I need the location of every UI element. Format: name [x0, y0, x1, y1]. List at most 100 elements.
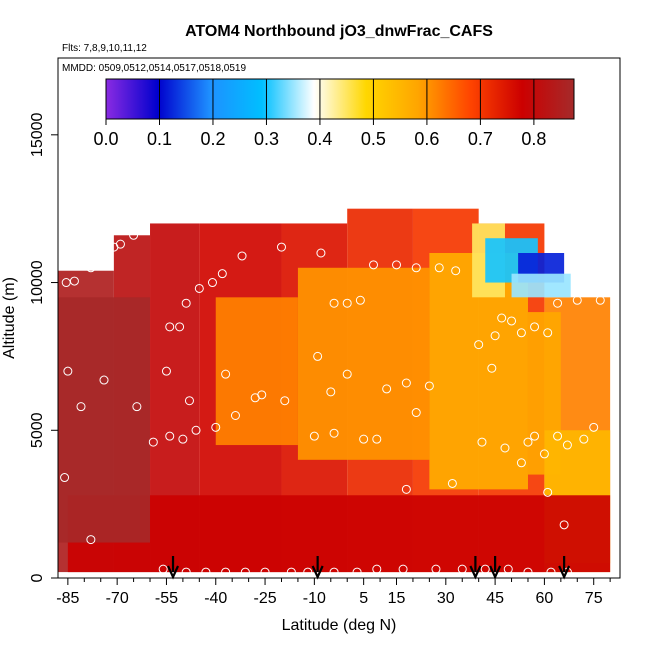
x-tick-label: 15: [388, 590, 406, 607]
data-point: [398, 564, 408, 574]
data-point: [148, 437, 158, 447]
data-point: [96, 257, 106, 267]
y-tick-label: 5000: [29, 412, 46, 448]
data-point: [457, 564, 467, 574]
data-point: [237, 251, 247, 261]
data-point: [76, 402, 86, 412]
data-point: [516, 458, 526, 468]
x-tick-label: 45: [486, 590, 504, 607]
data-point: [447, 478, 457, 488]
colorbar-tick-label: 0.8: [521, 129, 546, 149]
heatmap-cell: [67, 495, 611, 573]
data-point: [490, 331, 500, 341]
chart-title: ATOM4 Northbound jO3_dnwFrac_CAFS: [185, 23, 493, 40]
data-point: [178, 434, 188, 444]
data-point: [158, 564, 168, 574]
data-point: [530, 322, 540, 332]
data-point: [303, 567, 313, 577]
y-axis-label: Altitude (m): [1, 277, 18, 359]
data-point: [477, 437, 487, 447]
flight-arrow-layer: [167, 556, 571, 580]
data-point: [392, 260, 402, 270]
data-point: [99, 375, 109, 385]
data-point: [313, 351, 323, 361]
x-axis-label: Latitude (deg N): [282, 617, 397, 634]
data-point: [329, 567, 339, 577]
colorbar-tick-label: 0.7: [468, 129, 493, 149]
data-point: [184, 396, 194, 406]
heatmap-cell: [58, 297, 151, 543]
data-point: [129, 230, 139, 240]
data-point: [480, 564, 490, 574]
flight-arrow: [489, 556, 502, 580]
colorbar: 0.0 0.1 0.2 0.3 0.4 0.5 0.6 0.7 0.8: [93, 78, 575, 149]
y-tick-label: 10000: [29, 260, 46, 305]
colorbar-tick-label: 0.4: [307, 129, 332, 149]
data-point: [487, 363, 497, 373]
data-point: [411, 263, 421, 273]
data-point: [352, 567, 362, 577]
data-point: [230, 411, 240, 420]
data-point: [60, 473, 70, 483]
flight-arrow: [558, 556, 571, 580]
data-point: [276, 242, 286, 252]
data-point: [250, 393, 260, 403]
data-point: [401, 484, 411, 494]
data-point: [63, 366, 73, 376]
data-point: [372, 434, 382, 444]
data-point: [86, 263, 96, 273]
data-point: [401, 378, 411, 388]
data-point: [543, 487, 553, 497]
data-point: [474, 340, 484, 350]
colorbar-tick-label: 0.1: [147, 129, 172, 149]
data-point: [523, 567, 533, 577]
data-point: [201, 567, 211, 577]
data-point: [559, 520, 569, 530]
x-tick-label: -25: [253, 590, 276, 607]
data-point: [500, 443, 510, 453]
chart-subtitle-flights: Flts: 7,8,9,10,11,12: [62, 43, 147, 54]
data-point: [431, 564, 441, 574]
data-point: [329, 428, 339, 438]
data-point: [181, 298, 191, 308]
x-tick-label: -70: [106, 590, 129, 607]
data-point: [372, 564, 382, 574]
heatmap-cell: [215, 297, 298, 446]
plot-area: [58, 208, 611, 580]
plot-frame: [57, 57, 621, 579]
data-point: [286, 567, 296, 577]
data-point: [359, 434, 369, 444]
data-point: [211, 422, 221, 432]
x-tick-label: -85: [56, 590, 79, 607]
data-point: [165, 431, 175, 441]
chart-subtitle-dates: MMDD: 0509,0512,0514,0517,0518,0519: [62, 63, 246, 74]
colorbar-gradient: [105, 78, 575, 120]
data-point: [355, 295, 365, 305]
flight-arrow: [311, 556, 324, 580]
data-point: [132, 402, 142, 412]
data-point: [595, 295, 605, 305]
data-point: [342, 369, 352, 379]
data-point: [316, 248, 326, 258]
y-tick-label: 0: [29, 573, 46, 582]
data-point: [86, 535, 96, 545]
data-point: [539, 449, 549, 459]
x-tick-label: 30: [437, 590, 455, 607]
data-point: [523, 437, 533, 447]
data-point: [161, 366, 171, 376]
x-axis: -85 -70 -55 -40 -25 -10 5 15 30 45 60 75: [56, 578, 611, 607]
y-tick-label: 15000: [29, 112, 46, 157]
data-point: [221, 369, 231, 379]
data-point: [165, 322, 175, 332]
data-point: [382, 384, 392, 394]
data-point: [309, 431, 319, 441]
data-point: [579, 434, 589, 444]
heatmap-cell: [511, 273, 571, 298]
data-point: [503, 564, 513, 574]
data-point: [69, 276, 79, 286]
data-point: [562, 440, 572, 450]
data-point: [451, 266, 461, 276]
y-axis: 0 5000 10000 15000: [29, 112, 58, 582]
x-tick-label: -55: [155, 590, 178, 607]
